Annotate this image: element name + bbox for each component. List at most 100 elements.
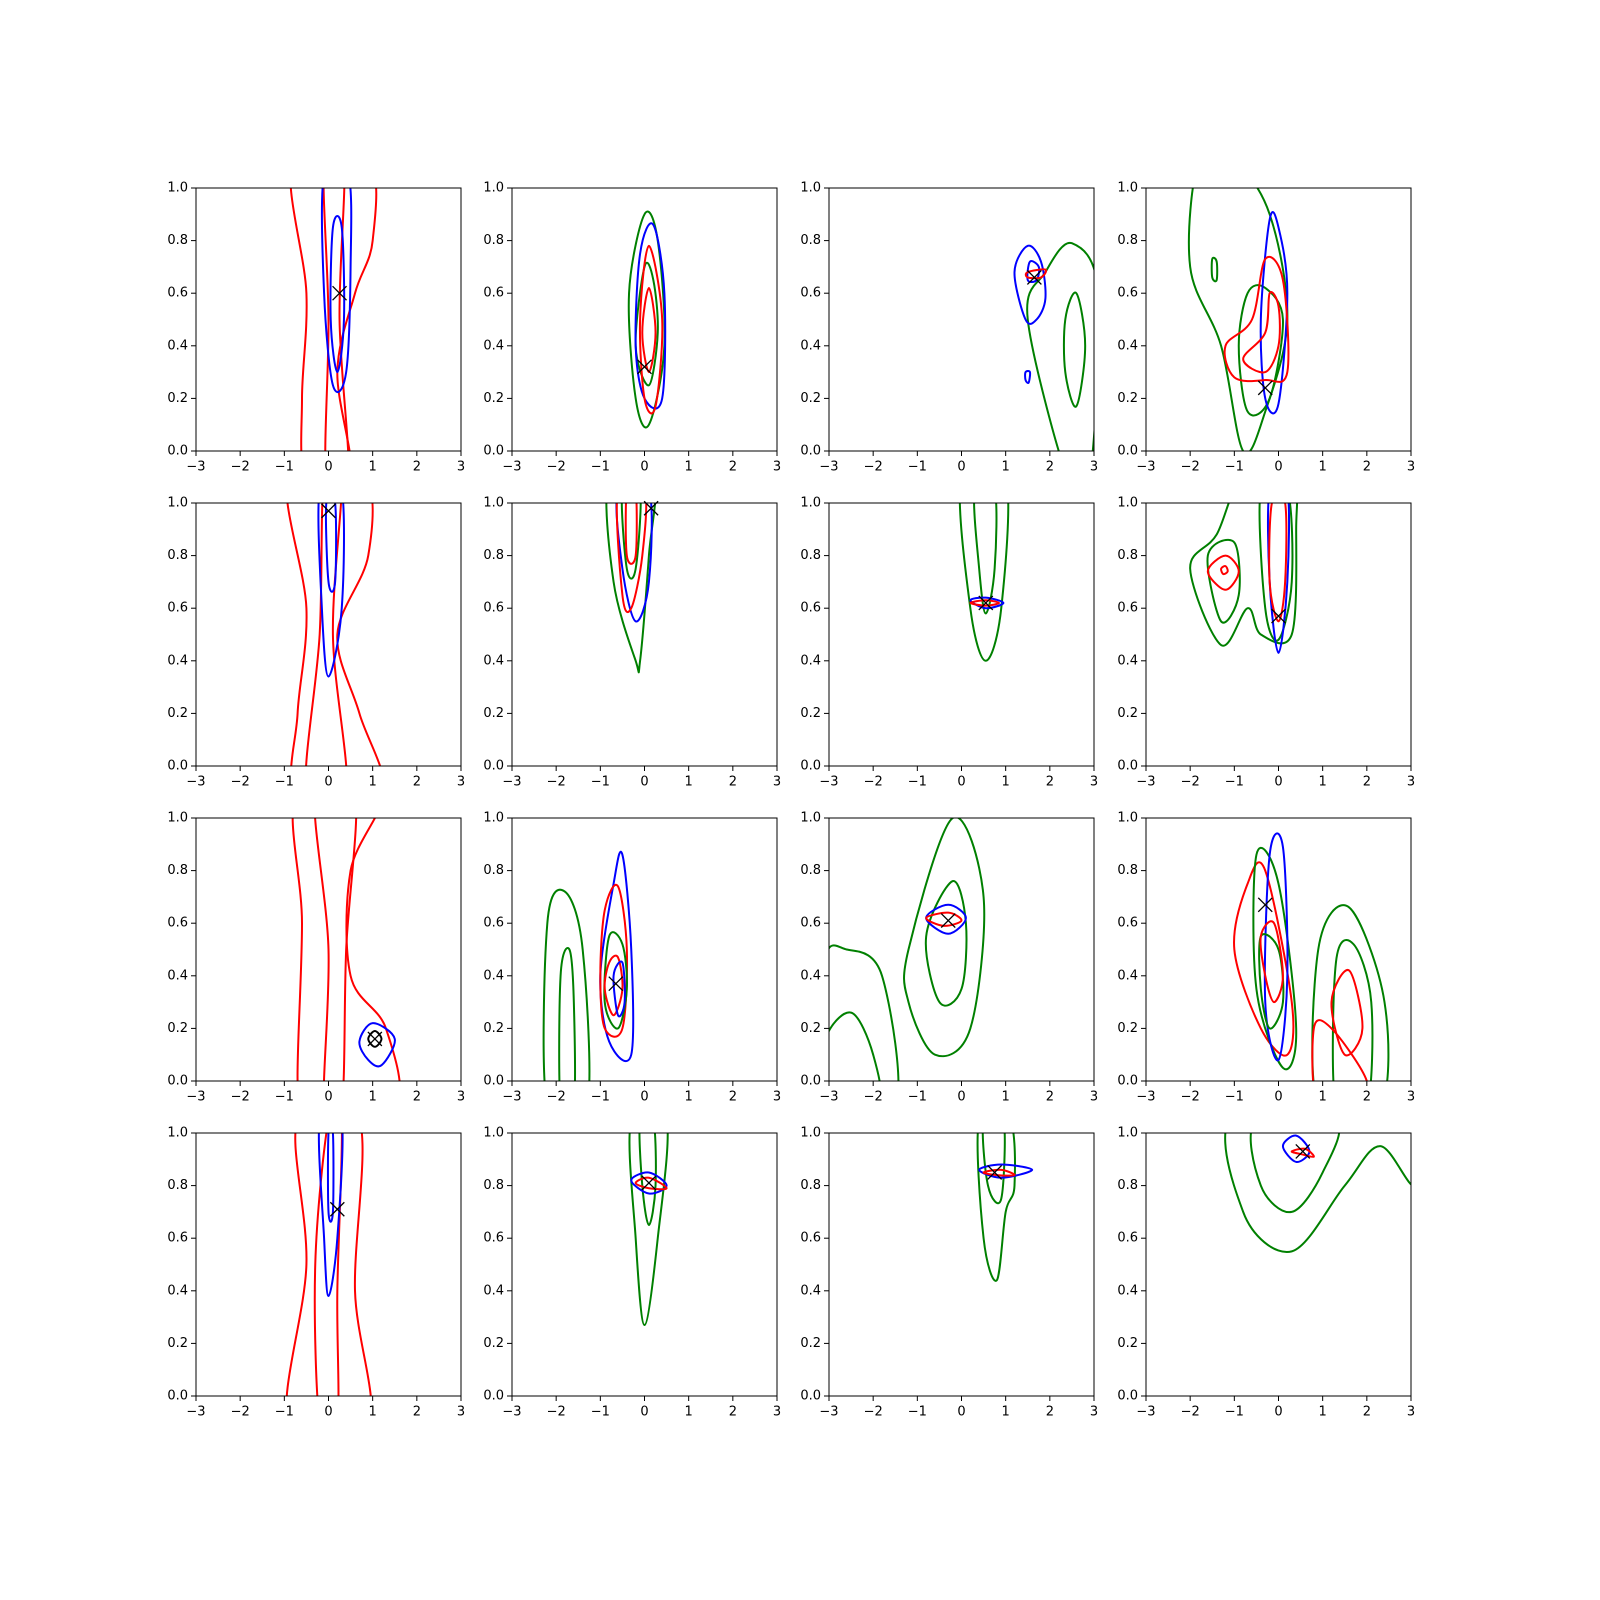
y-tick-label: 0.4 [483,338,504,353]
y-tick-label: 0.2 [800,1336,821,1351]
subplot: −3 −2 −1 0 1 2 3 0.0 0.2 0.4 0.6 0.8 1.0 [167,181,465,475]
contour-group [1189,503,1299,654]
x-tick-label: 1 [369,1405,377,1420]
x-tick-label: 1 [1002,1405,1010,1420]
marker-x [332,285,348,301]
contour-group [1233,832,1390,1081]
x-tick-label: −1 [1225,460,1244,475]
axes-frame [828,1132,1095,1397]
y-tick-label: 0.8 [483,1178,504,1193]
x-tick-label: −2 [864,460,883,475]
x-tick-label: −3 [502,775,521,790]
y-tick-label: 0.8 [483,548,504,563]
y-tick-label: 1.0 [800,181,821,196]
y-tick-label: 1.0 [167,181,188,196]
contour-group [1187,188,1290,451]
y-tick-label: 0.2 [167,1021,188,1036]
x-tick-label: −1 [1225,775,1244,790]
contour-line [1024,268,1048,280]
marker-x [1271,608,1286,624]
x-tick-label: 0 [1274,1405,1282,1420]
y-tick-label: 0.0 [483,759,504,774]
x-tick-label: 0 [1274,460,1282,475]
x-tick-label: −1 [591,775,610,790]
y-tick-label: 0.6 [167,916,188,931]
x-tick-label: 1 [369,1090,377,1105]
contour-line [1026,241,1094,451]
y-tick-label: 0.6 [800,601,821,616]
contour-group [605,503,657,674]
x-tick-label: 2 [729,1405,737,1420]
contour-line [1252,847,1298,1071]
contour-line [317,1133,344,1298]
subplot: −3 −2 −1 0 1 2 3 0.0 0.2 0.4 0.6 0.8 1.0 [800,181,1098,475]
x-tick-label: 1 [685,1405,693,1420]
x-tick-label: −2 [231,1090,250,1105]
y-tick-label: 1.0 [1117,1126,1138,1141]
x-tick-label: −3 [186,1405,205,1420]
contour-line [1263,832,1289,1062]
y-tick-label: 0.2 [1117,1021,1138,1036]
x-tick-label: −1 [908,460,927,475]
contour-line [1206,554,1240,591]
contour-line [982,1168,1016,1177]
x-tick-label: 1 [369,460,377,475]
y-tick-label: 0.0 [167,1389,188,1404]
contour-line [903,818,986,1058]
contour-line [289,188,378,451]
y-tick-label: 0.2 [800,391,821,406]
x-tick-label: −3 [819,775,838,790]
x-tick-label: 1 [685,1090,693,1105]
x-tick-label: −1 [591,1090,610,1105]
subplot: −3 −2 −1 0 1 2 3 0.0 0.2 0.4 0.6 0.8 1.0 [167,811,465,1105]
contour-line [978,1163,1034,1179]
y-tick-label: 0.6 [1117,1231,1138,1246]
marker-x [641,1175,657,1191]
contour-line [1062,291,1087,408]
x-tick-label: 2 [1363,775,1371,790]
x-tick-label: −1 [1225,1090,1244,1105]
marker-x [608,976,624,992]
x-tick-label: 3 [457,1090,465,1105]
x-tick-label: −1 [908,775,927,790]
marker-x [978,595,994,611]
x-tick-label: −1 [908,1405,927,1420]
x-tick-label: −2 [864,1090,883,1105]
contour-line [314,818,358,1081]
marker-x [367,1031,383,1047]
y-tick-label: 0.8 [167,233,188,248]
y-tick-label: 1.0 [1117,181,1138,196]
y-tick-label: 0.0 [167,1074,188,1089]
y-tick-label: 1.0 [483,181,504,196]
x-tick-label: 3 [1407,1090,1415,1105]
contour-line [305,503,348,766]
x-tick-label: 2 [729,775,737,790]
y-tick-label: 0.4 [800,653,821,668]
subplot: −3 −2 −1 0 1 2 3 0.0 0.2 0.4 0.6 0.8 1.0 [1117,181,1415,475]
contour-line [326,1133,335,1223]
y-tick-label: 0.0 [483,444,504,459]
x-tick-label: 2 [413,460,421,475]
y-tick-label: 0.6 [800,916,821,931]
y-tick-label: 0.8 [800,233,821,248]
y-tick-label: 0.2 [483,391,504,406]
y-tick-label: 0.6 [800,1231,821,1246]
x-tick-label: −2 [864,775,883,790]
subplot: −3 −2 −1 0 1 2 3 0.0 0.2 0.4 0.6 0.8 1.0 [483,811,781,1105]
x-tick-label: −2 [231,1405,250,1420]
y-tick-label: 1.0 [167,1126,188,1141]
marker-x [643,500,659,516]
y-tick-label: 0.2 [1117,1336,1138,1351]
x-tick-label: 2 [1363,1090,1371,1105]
y-tick-label: 0.8 [1117,1178,1138,1193]
x-tick-label: 3 [457,775,465,790]
x-tick-label: −1 [591,460,610,475]
x-tick-label: 1 [1002,775,1010,790]
x-tick-label: 0 [640,1405,648,1420]
marker-x [321,503,336,519]
y-tick-label: 0.2 [483,1021,504,1036]
y-tick-label: 0.6 [483,286,504,301]
y-tick-label: 0.0 [800,444,821,459]
y-tick-label: 0.8 [1117,233,1138,248]
y-tick-label: 0.0 [800,1389,821,1404]
